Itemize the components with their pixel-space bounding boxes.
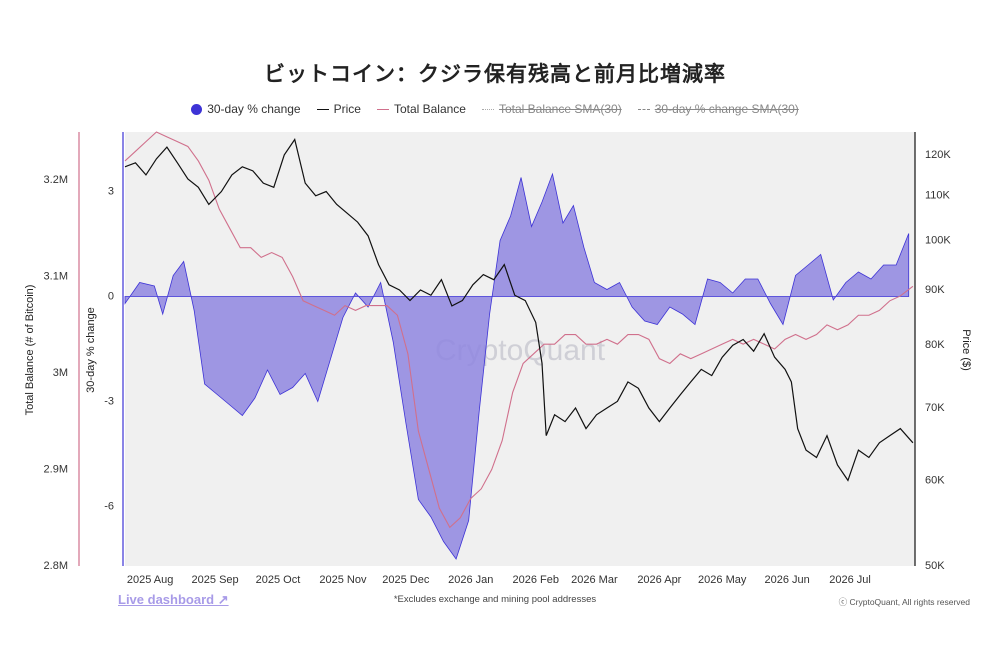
legend-item-balance[interactable]: Total Balance xyxy=(376,102,466,116)
x-tick-label: 2026 Feb xyxy=(512,574,558,586)
balance-tick-label: 2.8M xyxy=(44,560,68,572)
legend-line-icon xyxy=(316,108,329,110)
legend-item-change-sma[interactable]: 30-day % change SMA(30) xyxy=(637,102,799,116)
legend-dashed-line-icon xyxy=(637,108,650,110)
x-tick-label: 2025 Sep xyxy=(192,574,239,586)
legend-dot-icon xyxy=(191,103,203,115)
x-tick-label: 2025 Aug xyxy=(127,574,174,586)
price-tick-label: 110K xyxy=(925,190,951,202)
copyright: ⓒ CryptoQuant, All rights reserved xyxy=(838,597,970,607)
balance-line xyxy=(124,131,914,529)
live-dashboard-link[interactable]: Live dashboard ↗ xyxy=(118,592,229,607)
x-tick-label: 2026 Apr xyxy=(637,574,681,586)
change-tick-label: -6 xyxy=(104,500,114,512)
chart-title: ビットコイン：クジラ保有残高と前月比増減率 xyxy=(264,62,726,86)
price-tick-label: 100K xyxy=(925,234,951,246)
legend-dotted-line-icon xyxy=(481,108,494,110)
price-tick-label: 90K xyxy=(925,284,945,296)
legend-item-change[interactable]: 30-day % change xyxy=(191,102,301,116)
balance-tick-label: 3M xyxy=(53,367,68,379)
x-tick-label: 2026 Jan xyxy=(448,574,493,586)
balance-tick-label: 3.2M xyxy=(44,174,68,186)
price-tick-label: 50K xyxy=(925,560,945,572)
price-tick-label: 120K xyxy=(925,149,951,161)
price-line xyxy=(124,138,914,482)
legend-item-balance-sma[interactable]: Total Balance SMA(30) xyxy=(481,102,622,116)
price-tick-label: 60K xyxy=(925,474,945,486)
balance-tick-label: 2.9M xyxy=(44,463,68,475)
change-axis-title: 30-day % change xyxy=(85,307,97,393)
legend-item-price[interactable]: Price xyxy=(316,102,361,116)
change-tick-label: 0 xyxy=(108,290,114,302)
x-tick-label: 2025 Nov xyxy=(319,574,367,586)
legend-label: 30-day % change SMA(30) xyxy=(654,102,799,116)
legend-label: 30-day % change xyxy=(207,102,301,116)
x-tick-label: 2026 May xyxy=(698,574,747,586)
chart-legend: 30-day % change Price Total Balance Tota… xyxy=(0,102,990,116)
legend-label: Total Balance SMA(30) xyxy=(498,102,622,116)
legend-label: Price xyxy=(333,102,361,116)
price-tick-label: 70K xyxy=(925,402,945,414)
x-tick-label: 2025 Dec xyxy=(382,574,430,586)
x-tick-label: 2026 Jul xyxy=(829,574,871,586)
balance-axis-title: Total Balance (# of Bitcoin) xyxy=(24,285,36,416)
footnote: *Excludes exchange and mining pool addre… xyxy=(393,594,597,605)
change-tick-label: 3 xyxy=(108,185,114,197)
legend-label: Total Balance xyxy=(393,102,466,116)
x-tick-label: 2025 Oct xyxy=(256,574,301,586)
change-tick-label: -3 xyxy=(104,395,114,407)
x-tick-label: 2026 Jun xyxy=(765,574,810,586)
price-axis-title: Price ($) xyxy=(960,329,972,371)
change-area xyxy=(124,172,910,560)
x-tick-label: 2026 Mar xyxy=(571,574,618,586)
balance-tick-label: 3.1M xyxy=(44,271,68,283)
legend-line-icon xyxy=(376,108,389,110)
price-tick-label: 80K xyxy=(925,339,945,351)
